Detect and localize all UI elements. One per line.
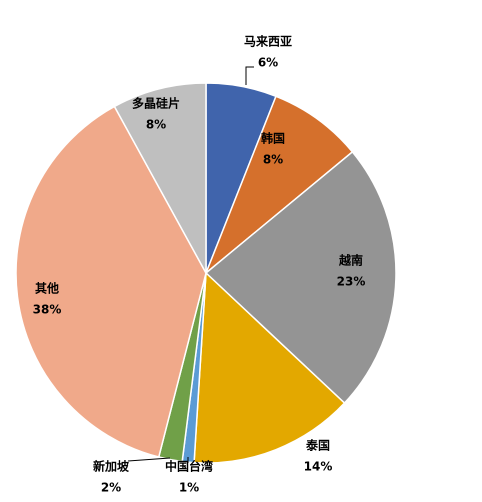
slice-value-label: 6% [258, 56, 278, 70]
pie-slice [205, 95, 354, 274]
slice-value-label: 8% [263, 153, 283, 167]
leader-line [245, 66, 254, 85]
pie-slice [113, 82, 207, 274]
slice-value-label: 23% [337, 275, 366, 289]
pie-slice [15, 105, 207, 458]
slice-value-label: 8% [146, 118, 166, 132]
slice-label: 中国台湾 [165, 459, 213, 474]
slice-label: 新加坡 [93, 459, 130, 474]
slice-label: 其他 [35, 281, 59, 296]
slice-label: 多晶硅片 [132, 96, 180, 111]
slice-label: 泰国 [305, 438, 330, 453]
pie-slice [204, 150, 397, 405]
slice-value-label: 1% [179, 481, 199, 495]
slice-label: 越南 [338, 253, 363, 268]
pie-slice [193, 271, 346, 464]
slice-label: 韩国 [261, 131, 285, 146]
slice-value-label: 38% [33, 303, 62, 317]
slice-value-label: 2% [101, 481, 121, 495]
slice-value-label: 14% [304, 460, 333, 474]
leader-line [127, 457, 171, 462]
slice-label: 马来西亚 [244, 34, 292, 49]
